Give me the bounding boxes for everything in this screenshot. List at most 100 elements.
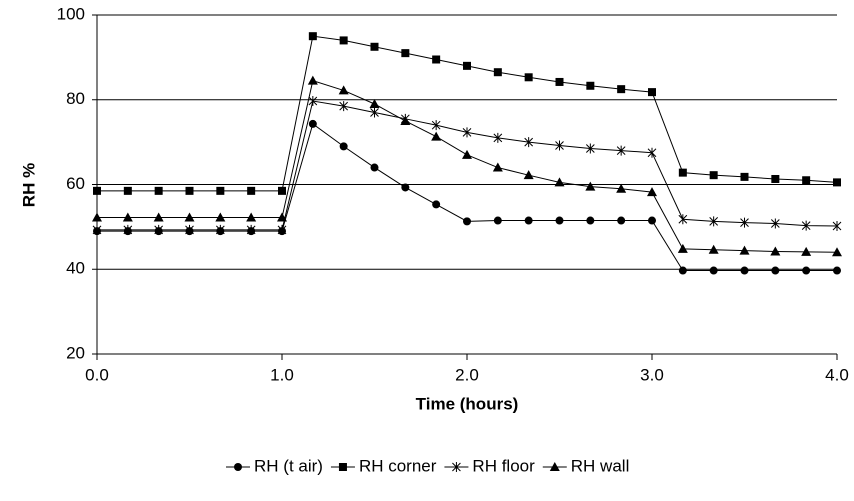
- x-tick-label: 0.0: [85, 365, 109, 384]
- marker: [678, 214, 688, 225]
- marker: [92, 212, 102, 222]
- marker: [648, 216, 656, 225]
- marker: [431, 131, 442, 141]
- marker: [370, 42, 379, 51]
- marker: [154, 224, 164, 235]
- marker: [524, 137, 534, 148]
- marker: [555, 140, 564, 151]
- marker: [709, 266, 718, 275]
- marker: [338, 463, 347, 471]
- marker: [678, 168, 687, 177]
- marker: [246, 212, 257, 222]
- marker: [802, 176, 811, 185]
- marker: [92, 224, 102, 235]
- marker: [832, 247, 842, 257]
- marker: [307, 75, 318, 85]
- marker: [709, 216, 719, 227]
- marker: [246, 224, 256, 235]
- marker: [492, 162, 503, 172]
- marker: [832, 221, 842, 232]
- legend-label: RH corner: [359, 456, 437, 475]
- marker: [648, 88, 656, 97]
- marker: [616, 145, 626, 156]
- marker: [586, 81, 595, 90]
- marker: [339, 142, 348, 151]
- marker: [833, 266, 841, 275]
- marker: [555, 216, 564, 225]
- series: [93, 32, 841, 195]
- marker: [493, 216, 502, 225]
- marker: [401, 183, 410, 192]
- legend-label: RH floor: [472, 456, 535, 475]
- marker: [432, 200, 441, 209]
- marker: [185, 186, 194, 195]
- marker: [216, 186, 225, 195]
- y-tick-label: 20: [66, 343, 85, 362]
- marker: [555, 77, 564, 86]
- marker: [617, 216, 626, 225]
- marker: [616, 183, 627, 193]
- y-tick-label: 80: [66, 89, 85, 108]
- marker: [184, 212, 195, 222]
- marker: [277, 224, 287, 235]
- marker: [452, 462, 461, 472]
- series-line: [97, 100, 838, 231]
- legend-label: RH (t air): [254, 456, 323, 475]
- marker: [432, 55, 441, 64]
- marker: [585, 143, 595, 154]
- marker: [740, 172, 749, 181]
- marker: [770, 246, 781, 256]
- marker: [677, 243, 688, 253]
- x-tick-label: 2.0: [455, 365, 479, 384]
- marker: [462, 127, 472, 138]
- series: [92, 96, 842, 235]
- y-tick-label: 40: [66, 259, 85, 278]
- marker: [524, 73, 533, 82]
- x-tick-label: 1.0: [270, 365, 294, 384]
- marker: [462, 149, 472, 159]
- x-tick-label: 4.0: [825, 365, 849, 384]
- marker: [339, 36, 348, 45]
- marker: [401, 49, 410, 58]
- marker: [801, 220, 811, 231]
- marker: [771, 174, 780, 183]
- y-axis-label: RH %: [19, 163, 38, 207]
- marker: [123, 224, 133, 235]
- marker: [154, 186, 163, 195]
- marker: [431, 120, 441, 131]
- y-tick-label: 60: [66, 174, 85, 193]
- marker: [122, 212, 133, 222]
- marker: [277, 212, 287, 222]
- marker: [771, 266, 780, 275]
- marker: [153, 212, 164, 222]
- marker: [647, 187, 657, 197]
- marker: [647, 147, 657, 158]
- series: [93, 119, 841, 275]
- marker: [338, 85, 349, 95]
- marker: [339, 101, 349, 112]
- marker: [493, 68, 502, 77]
- marker: [709, 171, 718, 180]
- marker: [678, 266, 687, 275]
- marker: [493, 132, 503, 143]
- legend: RH (t air) RH corner RH floor RH wall: [226, 456, 629, 475]
- marker: [585, 181, 596, 191]
- marker: [123, 186, 132, 195]
- y-tick-label: 100: [57, 4, 85, 23]
- marker: [308, 32, 317, 41]
- marker: [549, 462, 560, 471]
- marker: [833, 178, 841, 187]
- marker: [801, 246, 812, 256]
- marker: [770, 218, 780, 229]
- series-line: [97, 80, 838, 253]
- marker: [708, 244, 719, 254]
- marker: [185, 224, 194, 235]
- series: [92, 75, 842, 257]
- marker: [308, 96, 318, 107]
- marker: [586, 216, 595, 225]
- marker: [278, 186, 286, 195]
- marker: [369, 98, 380, 108]
- marker: [215, 212, 226, 222]
- x-tick-label: 3.0: [640, 365, 664, 384]
- marker: [400, 115, 411, 125]
